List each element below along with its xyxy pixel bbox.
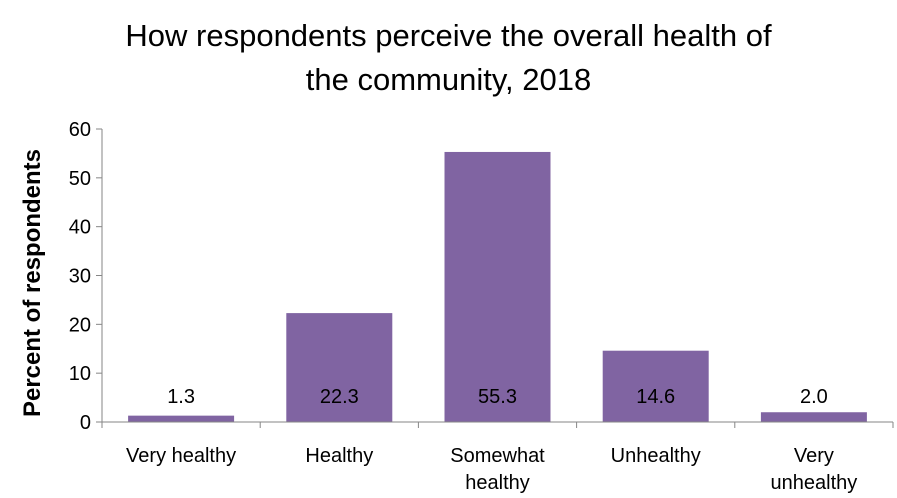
- x-tick-label-line: Somewhat: [450, 445, 545, 467]
- x-tick-label-line: unhealthy: [771, 472, 858, 494]
- bar: [602, 350, 709, 422]
- x-tick-label-line: healthy: [465, 472, 530, 494]
- bar: [128, 415, 235, 422]
- y-tick-label: 30: [69, 266, 91, 288]
- data-label: 22.3: [320, 386, 359, 408]
- bar: [444, 151, 551, 422]
- x-tick-label: Very healthy: [126, 445, 236, 467]
- chart-title: How respondents perceive the overall hea…: [0, 14, 897, 102]
- y-tick-label: 40: [69, 217, 91, 239]
- x-tick-label: Somewhat healthy: [450, 445, 545, 494]
- y-tick-label: 60: [69, 119, 91, 141]
- x-tick-label-line: Very: [794, 445, 834, 467]
- x-tick-label: Very unhealthy: [771, 445, 858, 494]
- x-tick-label-line: Healthy: [305, 445, 373, 467]
- y-tick-label: 50: [69, 168, 91, 190]
- data-label: 2.0: [800, 386, 828, 408]
- chart-title-line-2: the community, 2018: [305, 62, 592, 97]
- x-tick-label: Unhealthy: [611, 445, 701, 467]
- chart-title-line-1: How respondents perceive the overall hea…: [125, 18, 772, 53]
- bar: [286, 313, 393, 422]
- y-tick-label: 20: [69, 314, 91, 336]
- y-tick-label: 10: [69, 363, 91, 385]
- y-tick-label: 0: [80, 412, 91, 434]
- data-label: 1.3: [167, 386, 195, 408]
- bar: [760, 412, 867, 422]
- x-tick-label-line: Very healthy: [126, 445, 236, 467]
- x-tick-label-line: Unhealthy: [611, 445, 701, 467]
- data-label: 14.6: [636, 386, 675, 408]
- x-tick-label: Healthy: [305, 445, 373, 467]
- data-label: 55.3: [478, 386, 517, 408]
